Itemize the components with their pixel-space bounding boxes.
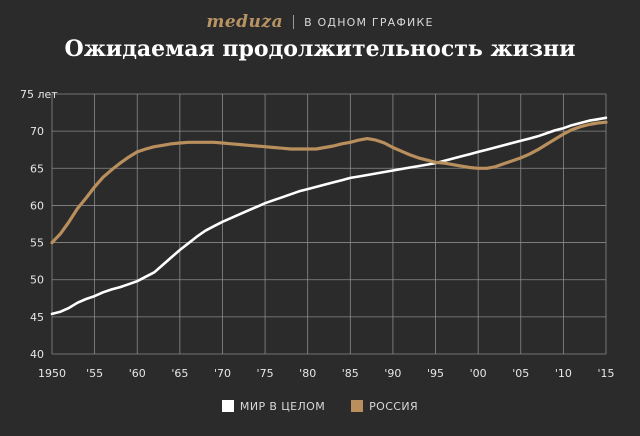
x-tick-label: '95 [427,367,444,380]
series-line-russia [50,120,608,245]
x-axis-ticks: 1950 '55 '60 '65 '70 '75 '80 '85 '90 '95 '00 '05 '10… [38,367,615,380]
x-tick-label: '55 [86,367,103,380]
x-tick-label: '80 [299,367,316,380]
series-line-world [50,116,608,316]
x-tick-label: '70 [214,367,231,380]
x-tick-label: '85 [342,367,359,380]
x-tick-label: '65 [171,367,188,380]
y-tick-label: 40 [30,348,44,361]
y-tick-label: 75 лет [20,88,58,101]
y-tick-label: 45 [30,311,44,324]
chart-title: Ожидаемая продолжительность жизни [64,36,576,62]
meduza-logo[interactable]: meduza [206,12,284,32]
y-tick-label: 60 [30,199,44,212]
legend-label-russia: РОССИЯ [369,399,419,413]
chart-grid [51,93,607,355]
y-tick-label: 70 [30,125,44,138]
chart-series [50,116,608,316]
header: meduza В ОДНОМ ГРАФИКЕ [0,10,640,34]
legend-item-russia: РОССИЯ [351,400,418,413]
x-tick-label: '15 [597,367,614,380]
x-tick-label: '75 [257,367,274,380]
y-tick-label: 50 [30,274,44,287]
x-tick-label: '00 [470,367,487,380]
legend-label-world: МИР В ЦЕЛОМ [239,399,326,413]
x-tick-label: 1950 [38,367,66,380]
legend-item-world: МИР В ЦЕЛОМ [221,399,326,413]
y-axis-ticks: 40 45 50 55 60 65 70 75 лет [20,88,58,361]
legend-swatch-russia [351,400,364,412]
legend-swatch-world [221,400,234,412]
y-tick-label: 65 [30,162,44,175]
x-tick-label: '05 [512,367,529,380]
x-tick-label: '10 [555,367,572,380]
header-divider [293,15,295,29]
x-tick-label: '60 [129,367,146,380]
x-tick-label: '90 [384,367,401,380]
header-tagline: В ОДНОМ ГРАФИКЕ [304,15,434,29]
y-tick-label: 55 [30,237,44,250]
legend: МИР В ЦЕЛОМ РОССИЯ [0,396,640,416]
